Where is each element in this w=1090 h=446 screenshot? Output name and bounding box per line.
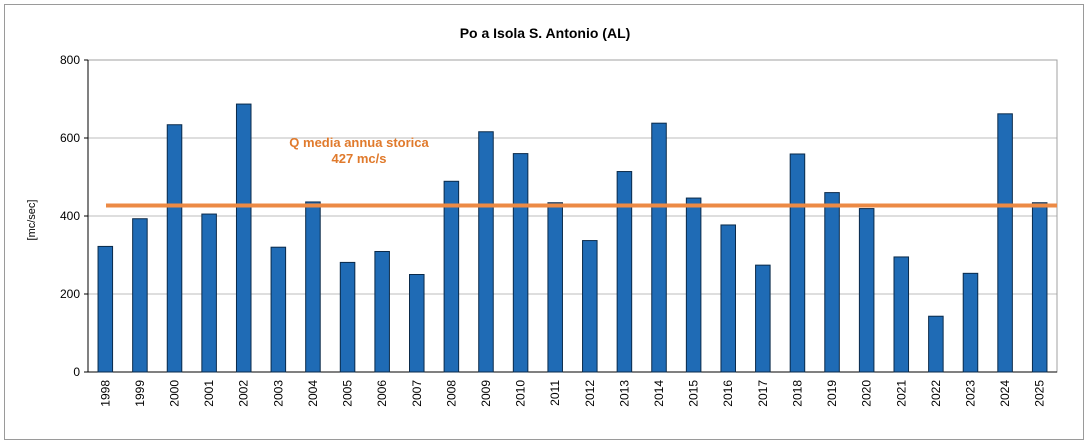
bar-2015	[685, 197, 702, 373]
bar-chart: Po a Isola S. Antonio (AL) [mc/sec] 0 200…	[26, 25, 1058, 407]
bar-2016	[720, 224, 736, 373]
x-axis-ticks: 1998 1999 2000 2001 2002 2003 2004 2005 2006 2007…	[98, 380, 1046, 407]
chart-title: Po a Isola S. Antonio (AL)	[460, 25, 631, 41]
bars	[97, 103, 1048, 373]
y-tick-label: 600	[60, 131, 80, 145]
x-tick-label: 2011	[548, 380, 562, 406]
bar-2009	[478, 131, 494, 373]
bar-2003	[270, 246, 287, 373]
x-tick-label: 2013	[617, 380, 631, 407]
x-tick-label: 2015	[687, 380, 701, 407]
x-tick-label: 2010	[514, 380, 528, 407]
chart-frame: Po a Isola S. Antonio (AL) [mc/sec] 0 200…	[4, 4, 1084, 440]
x-tick-label: 2025	[1033, 380, 1047, 407]
x-tick-label: 2017	[756, 380, 770, 407]
reference-line-value-label: 427 mc/s	[332, 151, 387, 166]
bar-2006	[374, 250, 390, 373]
bar-1998	[97, 245, 114, 373]
x-tick-label: 2005	[341, 380, 355, 407]
gridlines	[87, 59, 1058, 373]
y-axis-label: [mc/sec]	[26, 200, 38, 241]
bar-2020	[858, 208, 875, 373]
x-tick-label: 2009	[479, 380, 493, 407]
bar-2007	[409, 274, 425, 373]
bar-2022	[928, 315, 944, 373]
bar-2025	[1031, 202, 1048, 373]
bar-2014	[651, 122, 667, 373]
x-tick-label: 2014	[652, 380, 666, 407]
bar-2021	[893, 256, 910, 373]
bar-2018	[789, 153, 806, 373]
bar-2001	[201, 213, 217, 373]
reference-line-label: Q media annua storica	[289, 135, 429, 150]
x-tick-label: 2018	[790, 380, 804, 407]
x-tick-label: 2020	[860, 380, 874, 407]
bar-2019	[824, 192, 840, 373]
x-tick-label: 2004	[306, 380, 320, 407]
y-tick-label: 800	[60, 53, 80, 67]
bar-2008	[443, 180, 460, 373]
bar-2012	[582, 240, 598, 373]
x-tick-label: 2006	[375, 380, 389, 407]
bar-2013	[616, 171, 633, 373]
x-tick-label: 2007	[410, 380, 424, 407]
y-axis-ticks: 0 200 400 600 800	[60, 53, 88, 379]
bar-2002	[235, 103, 252, 373]
x-tick-label: 2021	[894, 380, 908, 407]
x-tick-label: 2022	[929, 380, 943, 407]
y-tick-label: 0	[73, 365, 80, 379]
y-tick-label: 400	[60, 209, 80, 223]
x-tick-label: 2019	[825, 380, 839, 407]
bar-1999	[132, 218, 148, 373]
bar-2010	[512, 153, 529, 373]
x-tick-label: 1998	[98, 380, 112, 407]
y-tick-label: 200	[60, 287, 80, 301]
x-tick-label: 2012	[583, 380, 597, 407]
bar-2005	[339, 261, 356, 373]
x-tick-label: 2023	[963, 380, 977, 407]
bar-2004	[305, 201, 321, 373]
bar-2000	[166, 124, 183, 373]
bar-2023	[962, 272, 979, 373]
x-tick-label: 2002	[237, 380, 251, 407]
bar-2017	[755, 264, 771, 373]
bar-2024	[997, 113, 1013, 373]
bar-2011	[547, 202, 563, 373]
x-tick-label: 2003	[271, 380, 285, 407]
x-tick-label: 2016	[721, 380, 735, 407]
x-tick-label: 2008	[444, 380, 458, 407]
x-tick-label: 1999	[133, 380, 147, 407]
x-tick-label: 2024	[998, 380, 1012, 407]
x-tick-label: 2001	[202, 380, 216, 407]
x-tick-label: 2000	[168, 380, 182, 407]
